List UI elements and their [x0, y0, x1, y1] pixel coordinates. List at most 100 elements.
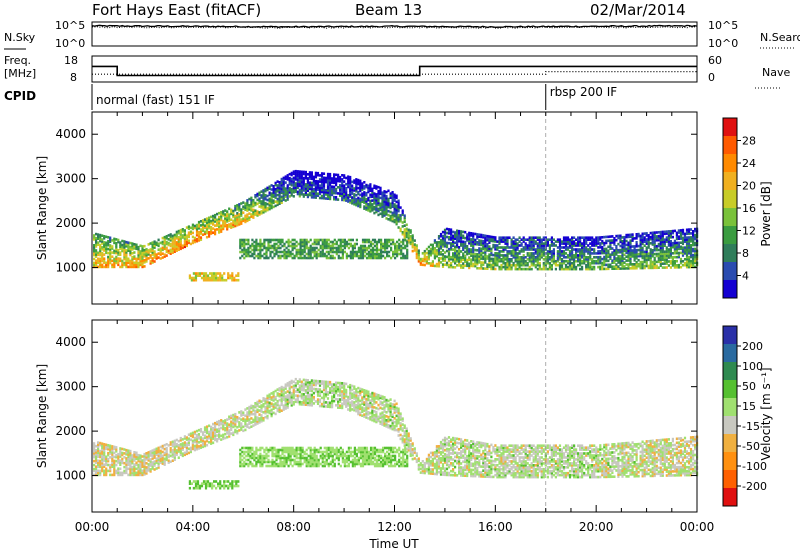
range-gate-cell: [331, 248, 334, 252]
range-gate-cell: [681, 263, 685, 267]
range-gate-cell: [282, 394, 285, 398]
range-gate-cell: [313, 252, 316, 256]
range-gate-cell: [404, 238, 407, 242]
range-gate-cell: [248, 414, 251, 417]
range-gate-cell: [526, 261, 529, 265]
range-gate-cell: [441, 240, 445, 244]
range-gate-cell: [458, 235, 461, 239]
range-gate-cell: [462, 236, 465, 240]
range-gate-cell: [312, 196, 315, 199]
range-gate-cell: [299, 242, 302, 246]
range-gate-cell: [452, 265, 455, 269]
range-gate-cell: [394, 246, 397, 250]
range-gate-cell: [131, 265, 134, 269]
range-gate-cell: [635, 250, 638, 254]
range-gate-cell: [258, 413, 261, 416]
range-gate-cell: [383, 192, 386, 195]
range-gate-cell: [187, 451, 190, 455]
range-gate-cell: [249, 254, 252, 258]
range-gate-cell: [562, 242, 566, 245]
range-gate-cell: [613, 251, 616, 254]
range-gate-cell: [345, 252, 348, 256]
range-gate-cell: [210, 215, 213, 219]
range-gate-cell: [538, 265, 541, 269]
range-gate-cell: [306, 185, 309, 188]
range-gate-cell: [297, 250, 300, 254]
range-gate-cell: [143, 454, 146, 458]
range-gate-cell: [272, 390, 275, 394]
range-gate-cell: [151, 247, 154, 250]
range-gate-cell: [282, 398, 285, 401]
range-gate-cell: [587, 244, 590, 247]
range-gate-cell: [637, 264, 640, 268]
range-gate-cell: [645, 252, 648, 256]
range-gate-cell: [435, 249, 438, 252]
range-gate-cell: [398, 242, 401, 246]
range-gate-cell: [97, 441, 100, 444]
range-gate-cell: [260, 416, 263, 419]
range-gate-cell: [341, 248, 344, 252]
range-gate-cell: [589, 236, 592, 239]
range-gate-cell: [439, 261, 443, 264]
range-gate-cell: [137, 455, 140, 459]
range-gate-cell: [635, 252, 638, 256]
range-gate-cell: [314, 196, 317, 199]
range-gate-cell: [675, 251, 678, 255]
range-gate-cell: [514, 242, 517, 245]
range-gate-cell: [673, 245, 676, 249]
range-gate-cell: [222, 227, 225, 231]
range-gate-cell: [278, 408, 281, 412]
range-gate-cell: [115, 238, 118, 241]
range-gate-cell: [538, 240, 541, 243]
range-gate-cell: [123, 452, 126, 455]
range-gate-cell: [187, 437, 190, 440]
range-gate-cell: [377, 193, 380, 197]
range-gate-cell: [613, 239, 616, 242]
range-gate-cell: [238, 215, 241, 218]
range-gate-cell: [115, 247, 118, 251]
range-gate-cell: [258, 193, 261, 197]
range-gate-cell: [528, 252, 531, 255]
range-gate-cell: [199, 238, 203, 241]
range-gate-cell: [512, 248, 515, 251]
range-gate-cell: [462, 246, 465, 250]
range-gate-cell: [302, 182, 305, 186]
range-gate-cell: [379, 208, 382, 212]
range-gate-cell: [113, 455, 116, 459]
range-gate-cell: [303, 238, 306, 242]
range-gate-cell: [512, 250, 515, 253]
range-gate-cell: [212, 227, 215, 230]
range-gate-cell: [391, 197, 394, 200]
range-gate-cell: [263, 238, 266, 242]
range-gate-cell: [631, 251, 634, 254]
range-gate-cell: [382, 246, 385, 250]
range-gate-cell: [649, 252, 652, 255]
range-gate-cell: [562, 256, 566, 259]
range-gate-cell: [633, 257, 636, 260]
range-gate-cell: [694, 253, 697, 257]
range-gate-cell: [230, 210, 233, 214]
range-gate-cell: [447, 253, 451, 257]
range-gate-cell: [125, 461, 128, 464]
range-gate-cell: [278, 202, 281, 205]
range-gate-cell: [250, 421, 253, 424]
range-gate-cell: [385, 194, 388, 198]
range-gate-cell: [292, 392, 295, 396]
range-gate-cell: [218, 223, 221, 226]
range-gate-cell: [181, 228, 184, 231]
range-gate-cell: [222, 433, 225, 437]
range-gate-cell: [512, 254, 515, 257]
range-gate-cell: [583, 242, 586, 245]
range-gate-cell: [308, 181, 311, 184]
range-gate-cell: [283, 252, 286, 256]
range-gate-cell: [403, 230, 406, 233]
range-gate-cell: [318, 184, 322, 187]
range-gate-cell: [466, 235, 469, 238]
range-gate-cell: [583, 238, 586, 241]
range-gate-cell: [240, 212, 243, 215]
range-gate-cell: [127, 261, 130, 265]
range-gate-cell: [194, 276, 198, 280]
range-gate-cell: [581, 259, 584, 263]
range-gate-cell: [325, 256, 328, 260]
range-gate-cell: [218, 227, 221, 230]
